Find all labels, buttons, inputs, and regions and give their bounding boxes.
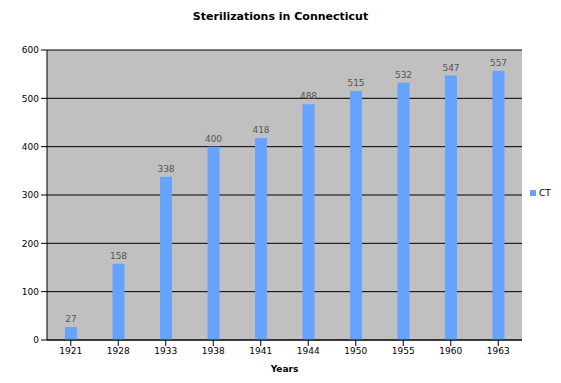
svg-text:1955: 1955 (392, 346, 415, 356)
svg-text:1950: 1950 (344, 346, 367, 356)
svg-text:158: 158 (110, 251, 127, 261)
svg-text:1921: 1921 (59, 346, 82, 356)
html-text:CT: CT (539, 188, 551, 198)
svg-text:547: 547 (442, 63, 459, 73)
svg-text:1960: 1960 (439, 346, 462, 356)
svg-text:418: 418 (252, 125, 269, 135)
svg-text:500: 500 (22, 94, 39, 104)
html-text:Sterilizations in Connecticut: Sterilizations in Connecticut (192, 10, 369, 23)
svg-text:1928: 1928 (107, 346, 130, 356)
svg-text:Years: Years (270, 364, 299, 374)
svg-text:27: 27 (65, 314, 76, 324)
svg-text:400: 400 (22, 142, 39, 152)
svg-text:300: 300 (22, 190, 39, 200)
svg-text:1933: 1933 (154, 346, 177, 356)
svg-text:488: 488 (300, 91, 317, 101)
svg-text:1938: 1938 (202, 346, 225, 356)
svg-text:1944: 1944 (297, 346, 320, 356)
svg-text:1963: 1963 (487, 346, 510, 356)
svg-text:515: 515 (347, 78, 364, 88)
svg-text:1941: 1941 (249, 346, 272, 356)
svg-text:557: 557 (490, 58, 507, 68)
svg-text:532: 532 (395, 70, 412, 80)
svg-text:0: 0 (33, 335, 39, 345)
svg-text:200: 200 (22, 239, 39, 249)
svg-text:600: 600 (22, 45, 39, 55)
svg-text:338: 338 (157, 164, 174, 174)
svg-text:400: 400 (205, 134, 222, 144)
svg-text:100: 100 (22, 287, 39, 297)
